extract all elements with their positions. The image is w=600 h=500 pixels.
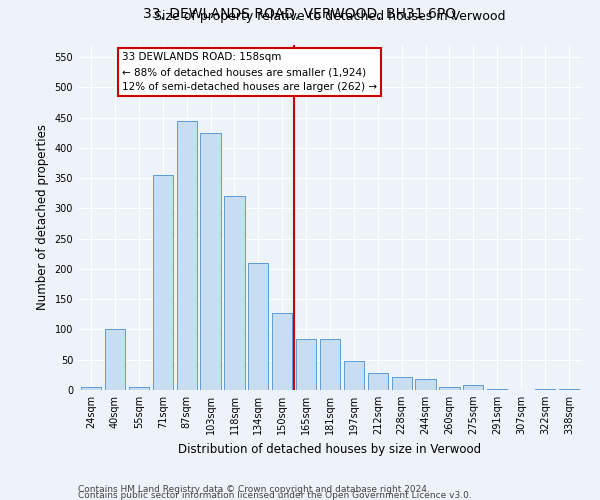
Bar [176, 120, 197, 390]
Bar [415, 379, 436, 390]
Bar [224, 196, 245, 390]
Bar [392, 376, 412, 390]
Bar [272, 312, 292, 390]
Text: 33, DEWLANDS ROAD, VERWOOD, BH31 6PQ: 33, DEWLANDS ROAD, VERWOOD, BH31 6PQ [143, 8, 457, 22]
Bar [559, 389, 579, 390]
Bar [129, 387, 149, 390]
Bar [320, 338, 340, 390]
Bar [368, 373, 388, 390]
Bar [105, 330, 125, 390]
Bar [487, 389, 508, 390]
Bar [81, 387, 101, 390]
X-axis label: Distribution of detached houses by size in Verwood: Distribution of detached houses by size … [178, 442, 482, 456]
Bar [248, 263, 268, 390]
Bar [344, 361, 364, 390]
Bar [200, 133, 221, 390]
Bar [535, 389, 555, 390]
Bar [463, 384, 484, 390]
Text: Contains HM Land Registry data © Crown copyright and database right 2024.: Contains HM Land Registry data © Crown c… [78, 484, 430, 494]
Y-axis label: Number of detached properties: Number of detached properties [36, 124, 49, 310]
Bar [296, 338, 316, 390]
Bar [152, 175, 173, 390]
Bar [439, 387, 460, 390]
Text: Contains public sector information licensed under the Open Government Licence v3: Contains public sector information licen… [78, 491, 472, 500]
Text: 33 DEWLANDS ROAD: 158sqm
← 88% of detached houses are smaller (1,924)
12% of sem: 33 DEWLANDS ROAD: 158sqm ← 88% of detach… [122, 52, 377, 92]
Title: Size of property relative to detached houses in Verwood: Size of property relative to detached ho… [154, 10, 506, 23]
